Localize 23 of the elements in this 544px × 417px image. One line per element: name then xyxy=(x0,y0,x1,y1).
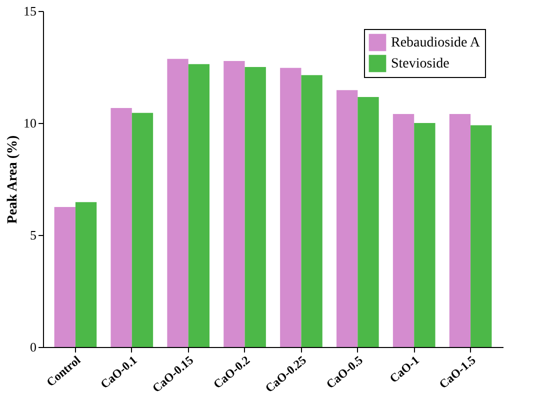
bar xyxy=(75,202,97,347)
y-tick-label: 0 xyxy=(30,340,36,354)
bar xyxy=(392,114,414,347)
y-tick-label: 5 xyxy=(30,228,36,242)
bar xyxy=(414,123,436,347)
bar xyxy=(167,58,188,347)
bar xyxy=(358,97,379,347)
y-tick-label: 15 xyxy=(24,4,36,18)
y-axis-title: Peak Area (%) xyxy=(6,134,20,224)
bar xyxy=(244,67,266,347)
bar xyxy=(132,112,154,347)
bar xyxy=(301,75,322,347)
bar xyxy=(54,207,76,347)
bar xyxy=(188,64,210,347)
legend-label: Rebaudioside A xyxy=(391,36,481,50)
bar xyxy=(470,125,492,347)
bar xyxy=(449,114,471,347)
bar xyxy=(224,60,245,347)
bar xyxy=(336,90,358,347)
legend-label: Stevioside xyxy=(391,56,450,72)
bar xyxy=(110,108,132,347)
bar xyxy=(280,68,302,347)
y-tick-label: 10 xyxy=(24,116,36,130)
